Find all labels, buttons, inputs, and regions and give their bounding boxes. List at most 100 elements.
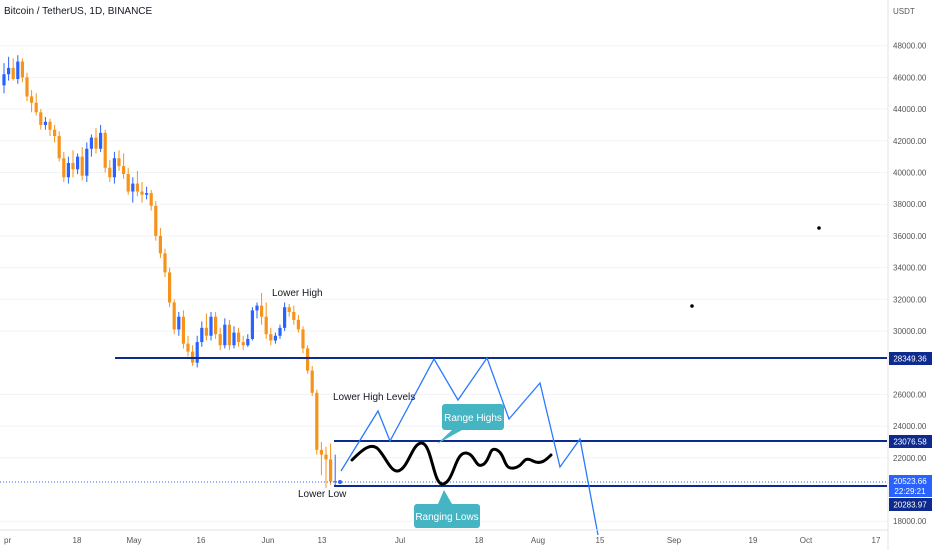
price-badge-range-high[interactable]: 23076.58 bbox=[889, 435, 932, 448]
candle bbox=[85, 142, 89, 183]
candle-body bbox=[89, 137, 93, 149]
annotation-lower-high: Lower High bbox=[272, 288, 323, 299]
candle-body bbox=[278, 327, 282, 336]
candle-body bbox=[324, 454, 328, 460]
candle bbox=[7, 56, 11, 81]
x-tick-label: Oct bbox=[800, 536, 813, 545]
candle-body bbox=[57, 136, 61, 159]
x-tick-label: Sep bbox=[667, 536, 682, 545]
candle bbox=[287, 304, 291, 317]
candle-body bbox=[296, 319, 300, 330]
candle bbox=[218, 327, 222, 351]
candle bbox=[126, 167, 130, 195]
candle bbox=[209, 311, 213, 341]
candle-body bbox=[168, 272, 172, 303]
candle bbox=[158, 227, 162, 259]
price-badge-upper-label: 28349.36 bbox=[893, 355, 927, 364]
candle-body bbox=[140, 191, 144, 195]
candle-body bbox=[227, 324, 231, 346]
price-badge-range-low[interactable]: 20283.97 bbox=[889, 498, 932, 511]
candle bbox=[76, 153, 80, 175]
candle-body bbox=[85, 148, 89, 176]
candle bbox=[71, 150, 75, 178]
candle-body bbox=[62, 158, 66, 178]
candle bbox=[25, 72, 29, 102]
candle-body bbox=[145, 193, 149, 195]
candle-body bbox=[43, 121, 47, 125]
projection-path[interactable] bbox=[340, 356, 599, 536]
y-tick-label: 38000.00 bbox=[893, 200, 927, 209]
candle bbox=[232, 326, 236, 349]
candle bbox=[315, 389, 319, 455]
candle-body bbox=[16, 61, 20, 79]
candle bbox=[135, 170, 139, 197]
candle bbox=[108, 159, 112, 183]
candle-body bbox=[131, 183, 135, 192]
y-tick-label: 48000.00 bbox=[893, 42, 927, 51]
candle-body bbox=[214, 316, 218, 335]
candle bbox=[57, 131, 61, 162]
range-wave[interactable] bbox=[350, 441, 553, 486]
candle-body bbox=[292, 311, 296, 320]
x-tick-label: Jun bbox=[262, 536, 275, 545]
candle bbox=[301, 326, 305, 354]
price-badge-range-low-label: 20283.97 bbox=[893, 501, 927, 510]
y-tick-label: 36000.00 bbox=[893, 232, 927, 241]
x-tick-label: 15 bbox=[596, 536, 605, 545]
candle-body bbox=[117, 158, 121, 167]
candle bbox=[264, 302, 268, 339]
candle-body bbox=[154, 205, 158, 236]
candle bbox=[278, 324, 282, 339]
candle-body bbox=[66, 162, 70, 178]
chart-symbol-title: Bitcoin / TetherUS, 1D, BINANCE bbox=[4, 6, 153, 17]
price-badge-upper[interactable]: 28349.36 bbox=[889, 352, 932, 365]
x-tick-label: May bbox=[126, 536, 141, 545]
candle-body bbox=[232, 332, 236, 346]
candle-body bbox=[122, 166, 126, 175]
candle-body bbox=[186, 343, 190, 352]
candle-body bbox=[76, 156, 80, 170]
candle bbox=[324, 446, 328, 488]
callout-range-highs-label: Range Highs bbox=[444, 413, 502, 424]
candle bbox=[223, 318, 227, 349]
candle-body bbox=[264, 316, 268, 335]
candle bbox=[200, 321, 204, 347]
candle-body bbox=[177, 316, 181, 330]
candle-body bbox=[11, 67, 15, 79]
candle-body bbox=[315, 392, 319, 450]
candle bbox=[237, 327, 241, 347]
candle-body bbox=[126, 174, 130, 192]
candle bbox=[306, 345, 310, 374]
candle-body bbox=[241, 342, 245, 346]
candle bbox=[48, 118, 52, 137]
candle-body bbox=[39, 112, 43, 125]
candle bbox=[34, 93, 38, 116]
candle bbox=[273, 332, 277, 344]
y-tick-label: 42000.00 bbox=[893, 137, 927, 146]
candle bbox=[117, 150, 121, 171]
price-badge-range-high-label: 23076.58 bbox=[893, 438, 927, 447]
candle-body bbox=[306, 348, 310, 371]
candle bbox=[39, 109, 43, 130]
candle-body bbox=[260, 305, 264, 317]
x-tick-label: 19 bbox=[749, 536, 758, 545]
y-tick-label: 24000.00 bbox=[893, 422, 927, 431]
candle bbox=[122, 153, 126, 179]
candle bbox=[333, 454, 337, 487]
price-badge-last[interactable]: 20523.66 22:29:21 bbox=[889, 475, 932, 497]
candle-body bbox=[99, 132, 103, 149]
candle bbox=[66, 156, 70, 184]
callout-ranging-lows[interactable]: Ranging Lows bbox=[414, 490, 480, 528]
candle bbox=[149, 189, 153, 211]
y-tick-label: 32000.00 bbox=[893, 295, 927, 304]
x-tick-label: 18 bbox=[73, 536, 82, 545]
candle bbox=[195, 335, 199, 368]
callout-range-highs[interactable]: Range Highs bbox=[437, 404, 504, 444]
candle bbox=[227, 319, 231, 351]
price-badge-countdown: 22:29:21 bbox=[894, 487, 926, 496]
annotation-lower-low: Lower Low bbox=[298, 489, 347, 500]
candle bbox=[310, 365, 314, 396]
candle-body bbox=[172, 302, 176, 330]
y-tick-label: 22000.00 bbox=[893, 454, 927, 463]
candle bbox=[163, 248, 167, 278]
